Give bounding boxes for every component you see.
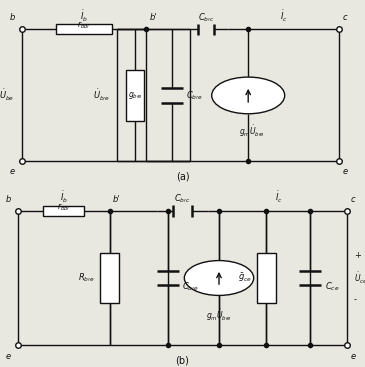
Circle shape [212,77,285,114]
Text: $r_{bb\prime}$: $r_{bb\prime}$ [77,19,91,31]
Text: e: e [6,352,11,361]
Text: c: c [343,13,348,22]
Bar [56,24,112,34]
Text: b: b [9,13,15,22]
Text: $\dot{I}_b$: $\dot{I}_b$ [80,8,88,24]
Text: b': b' [150,13,157,22]
Text: b': b' [113,195,121,204]
Text: $r_{bb\prime}$: $r_{bb\prime}$ [57,201,70,213]
Text: $\dot{U}_{ce}$: $\dot{U}_{ce}$ [354,270,365,286]
Bar [43,206,84,216]
Text: (b): (b) [176,355,189,365]
Text: $C_{b\prime c}$: $C_{b\prime c}$ [174,193,191,206]
Text: (a): (a) [176,172,189,182]
Text: $C_{b\prime e}$: $C_{b\prime e}$ [182,281,199,294]
Bar [257,252,276,304]
Bar [126,70,144,120]
Text: $\dot{U}_{be}$: $\dot{U}_{be}$ [0,88,15,103]
Text: $g_m\dot{U}_{b\prime e}$: $g_m\dot{U}_{b\prime e}$ [206,308,232,323]
Text: e: e [343,167,348,176]
Text: $\dot{I}_b$: $\dot{I}_b$ [60,190,68,206]
Text: +: + [354,251,361,261]
Text: $R_{b\prime e}$: $R_{b\prime e}$ [78,272,95,284]
Text: $C_{b\prime e}$: $C_{b\prime e}$ [186,89,203,102]
Text: $g_{b\prime e}$: $g_{b\prime e}$ [128,90,142,101]
Text: $C_{b\prime c}$: $C_{b\prime c}$ [198,11,214,24]
Text: e: e [350,352,356,361]
Text: $\dot{I}_c$: $\dot{I}_c$ [275,190,283,206]
Text: $\dot{I}_c$: $\dot{I}_c$ [280,8,288,24]
Text: -: - [354,295,357,305]
Text: $\bar{g}_{ce}$: $\bar{g}_{ce}$ [238,272,252,284]
Text: $\dot{U}_{b\prime e}$: $\dot{U}_{b\prime e}$ [93,88,110,103]
Bar [100,252,119,304]
Circle shape [184,261,254,295]
Text: b: b [5,195,11,204]
Text: c: c [350,195,355,204]
Text: $C_{ce}$: $C_{ce}$ [325,281,339,294]
Text: $g_m\dot{U}_{b\prime e}$: $g_m\dot{U}_{b\prime e}$ [239,123,265,139]
Text: e: e [9,167,15,176]
